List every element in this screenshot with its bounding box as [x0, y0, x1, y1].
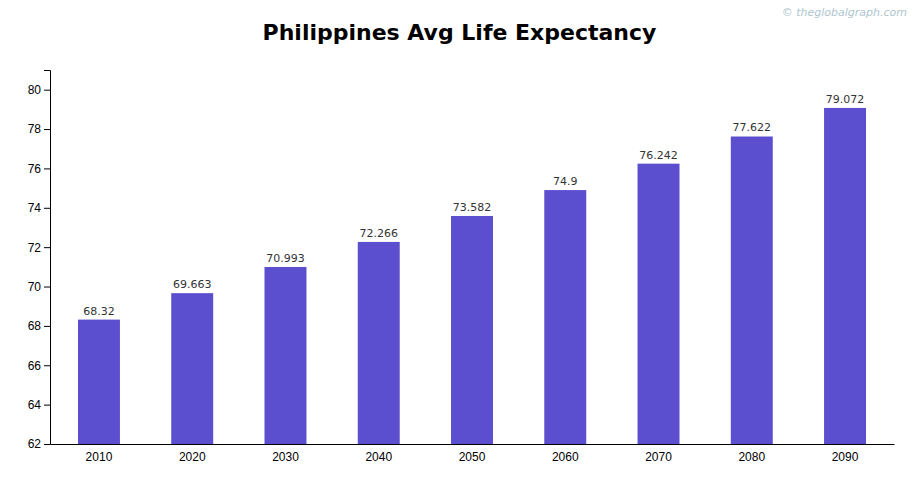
x-tick-label: 2050 — [459, 450, 486, 464]
y-tick: 70 — [28, 280, 50, 294]
y-tick-label: 76 — [28, 162, 42, 176]
title: Philippines Avg Life Expectancy — [263, 20, 657, 45]
y-tick-label: 66 — [28, 359, 42, 373]
plot: 68.32 69.663 70.993 72.266 73.582 74.9 76.242 7… — [28, 71, 895, 464]
x-tick: 2040 — [365, 450, 392, 464]
y-tick-label: 80 — [28, 83, 42, 97]
x-tick: 2080 — [738, 450, 765, 464]
bar — [824, 108, 866, 444]
x-tick-label: 2030 — [272, 450, 299, 464]
y-tick: 66 — [28, 359, 50, 373]
x-tick: 2020 — [179, 450, 206, 464]
x-tick-label: 2080 — [738, 450, 765, 464]
y-tick: 64 — [28, 398, 50, 412]
y-tick-mark — [44, 90, 50, 91]
y-tick-label: 62 — [28, 437, 42, 451]
x-tick-label: 2060 — [552, 450, 579, 464]
data-label: 77.622 — [733, 121, 772, 134]
chart: Philippines Avg Life Expectancy © theglob… — [0, 0, 919, 484]
bars — [78, 108, 866, 444]
y-tick-mark — [44, 365, 50, 366]
data-label: 79.072 — [826, 93, 865, 106]
y-tick-mark — [44, 247, 50, 248]
y-tick-label: 70 — [28, 280, 42, 294]
axis-line — [44, 71, 51, 445]
y-tick-mark — [44, 444, 50, 445]
y-tick-label: 72 — [28, 240, 42, 254]
y-tick: 76 — [28, 162, 50, 176]
x-tick-label: 2020 — [179, 450, 206, 464]
data-labels: 68.32 69.663 70.993 72.266 73.582 74.9 76.242 7… — [83, 93, 864, 318]
y-tick-mark — [44, 287, 50, 288]
y-tick-label: 74 — [28, 201, 42, 215]
data-label: 76.242 — [639, 149, 678, 162]
bar — [171, 293, 213, 444]
data-label: 74.9 — [553, 175, 578, 188]
y-tick: 62 — [28, 437, 50, 451]
bar — [78, 320, 120, 444]
y-tick-mark — [44, 405, 50, 406]
y-tick-label: 64 — [28, 398, 42, 412]
x-tick: 2060 — [552, 450, 579, 464]
x-axis: 2010 2020 2030 2040 2050 2060 2070 2080 2090 — [51, 445, 895, 464]
bar — [544, 190, 586, 444]
x-tick: 2070 — [645, 450, 672, 464]
data-label: 73.582 — [453, 201, 492, 214]
data-label: 69.663 — [173, 278, 212, 291]
y-tick: 72 — [28, 240, 50, 254]
y-tick: 78 — [28, 122, 50, 136]
y-tick-mark — [44, 326, 50, 327]
x-tick-label: 2040 — [365, 450, 392, 464]
bar — [358, 242, 400, 444]
bar — [451, 216, 493, 444]
bar — [264, 267, 306, 444]
y-axis: 62 64 66 68 70 72 74 76 78 80 — [28, 71, 51, 452]
axis-line — [51, 444, 895, 445]
y-tick-mark — [44, 129, 50, 130]
y-tick: 74 — [28, 201, 50, 215]
x-tick-label: 2070 — [645, 450, 672, 464]
data-label: 70.993 — [266, 252, 305, 265]
x-tick: 2010 — [86, 450, 113, 464]
y-tick-label: 68 — [28, 319, 42, 333]
bar — [638, 164, 680, 444]
data-label: 72.266 — [359, 227, 398, 240]
y-tick-mark — [44, 168, 50, 169]
bar — [731, 136, 773, 444]
x-tick: 2090 — [832, 450, 859, 464]
y-tick-mark — [44, 208, 50, 209]
y-tick-label: 78 — [28, 122, 42, 136]
watermark: © theglobalgraph.com — [782, 6, 907, 19]
y-tick: 68 — [28, 319, 50, 333]
y-tick: 80 — [28, 83, 50, 97]
x-tick-label: 2090 — [832, 450, 859, 464]
data-label: 68.32 — [83, 305, 115, 318]
x-tick: 2030 — [272, 450, 299, 464]
x-tick: 2050 — [459, 450, 486, 464]
x-tick-label: 2010 — [86, 450, 113, 464]
